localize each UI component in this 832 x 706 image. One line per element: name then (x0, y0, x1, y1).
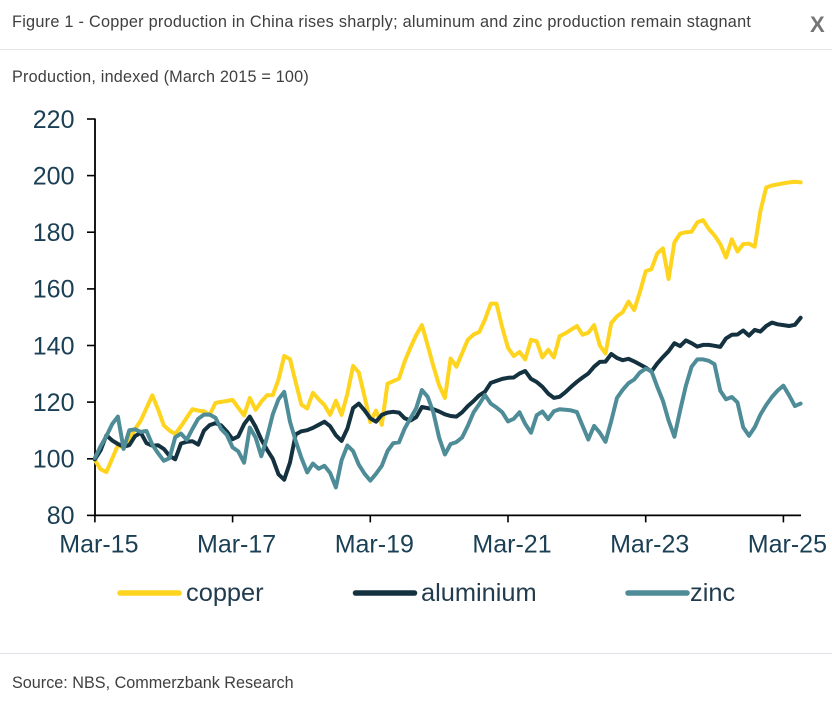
svg-text:Mar-21: Mar-21 (472, 531, 551, 559)
svg-text:160: 160 (33, 276, 75, 304)
svg-text:Mar-17: Mar-17 (197, 531, 276, 559)
svg-text:Mar-15: Mar-15 (59, 531, 138, 559)
svg-text:100: 100 (33, 446, 75, 474)
svg-text:zinc: zinc (690, 579, 735, 607)
svg-text:200: 200 (33, 162, 75, 190)
svg-text:120: 120 (33, 389, 75, 417)
svg-text:180: 180 (33, 219, 75, 247)
svg-text:copper: copper (186, 579, 264, 607)
svg-text:140: 140 (33, 332, 75, 360)
svg-text:80: 80 (47, 502, 75, 530)
svg-text:Mar-19: Mar-19 (335, 531, 414, 559)
svg-text:aluminium: aluminium (421, 579, 537, 607)
svg-text:Mar-25: Mar-25 (748, 531, 827, 559)
svg-text:Mar-23: Mar-23 (610, 531, 689, 559)
svg-text:220: 220 (33, 106, 75, 134)
